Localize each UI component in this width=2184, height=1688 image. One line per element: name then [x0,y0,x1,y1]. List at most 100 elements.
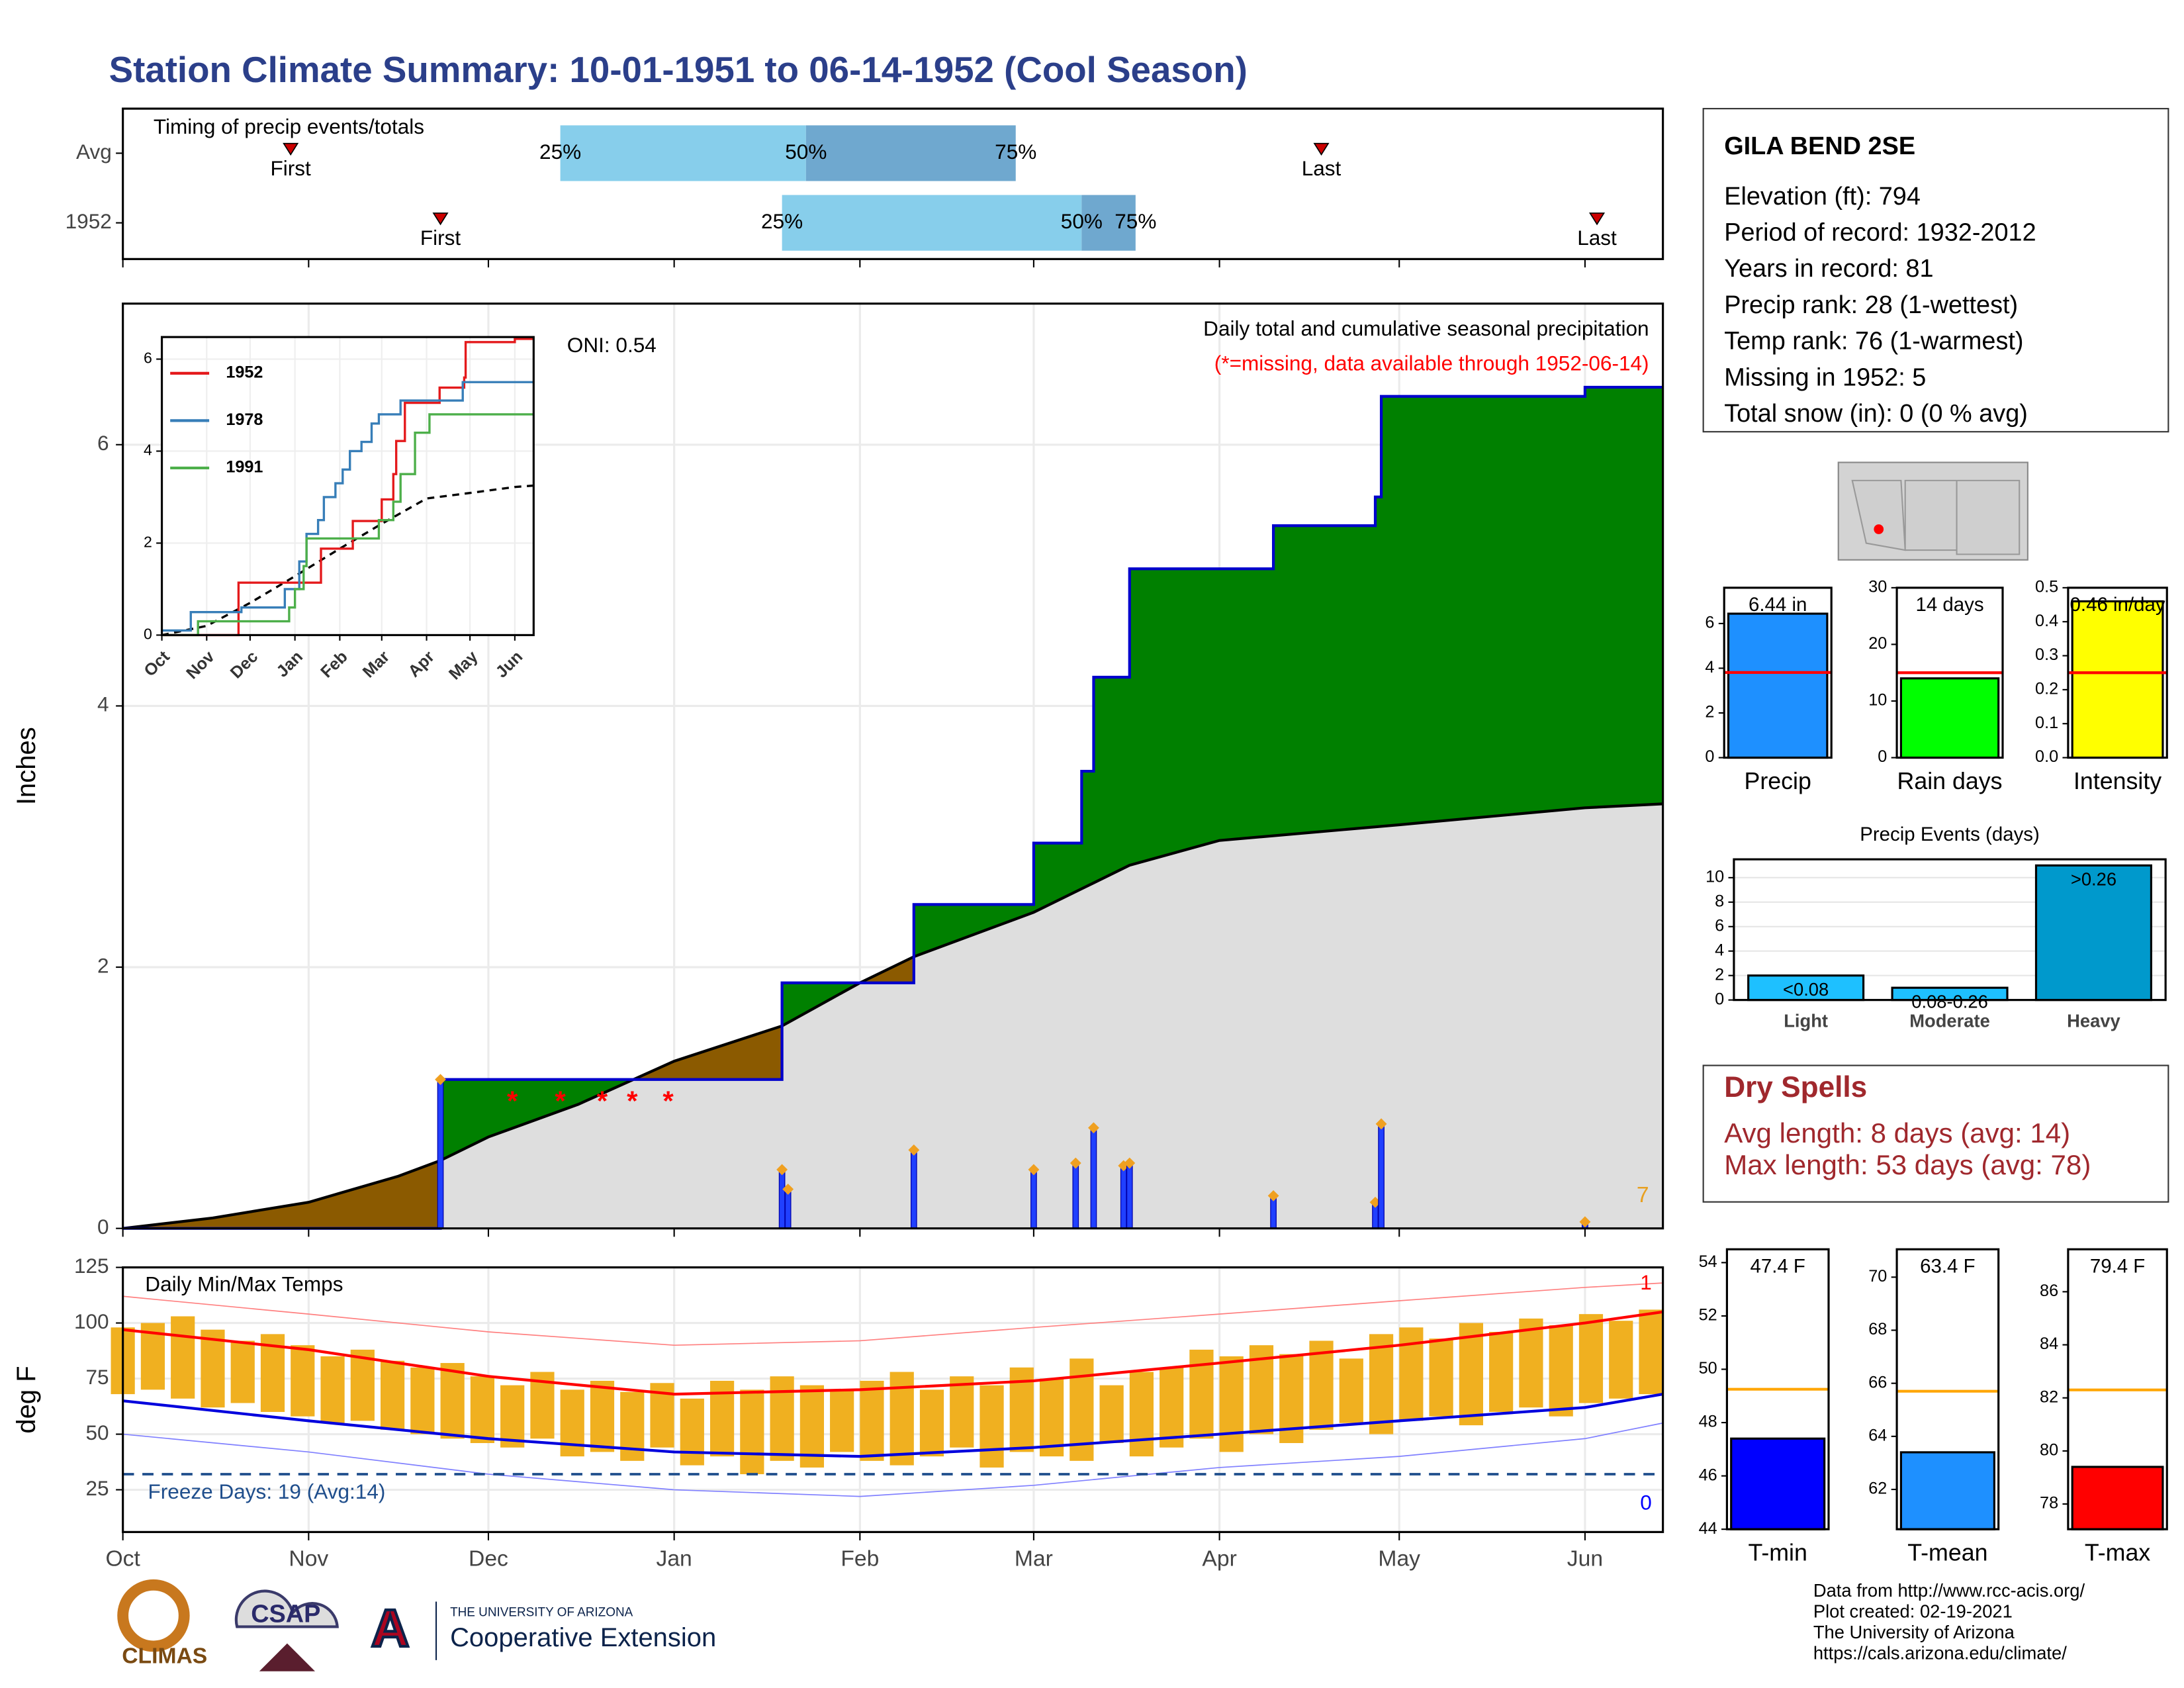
daily-bar [1120,1165,1127,1229]
y-tick-label: 6 [97,431,109,455]
daily-bar [778,1169,786,1229]
series-line [161,381,534,632]
legend-label: 1991 [226,458,263,477]
station-line: Elevation (ft): 794 [1724,183,1921,211]
event-label: First [271,156,312,180]
station-line: Temp rank: 76 (1-warmest) [1724,328,2023,355]
y-tick-label: 0 [1878,747,1887,766]
y-tick-label: 0 [97,1215,109,1239]
x-tick-label: Mar [1015,1546,1053,1571]
inset-bg [161,337,534,635]
quartile-bar [1081,195,1136,251]
category-label: Precip [1745,768,1811,794]
value-label: <0.08 [1783,979,1829,1000]
category-label: T-max [2085,1539,2150,1566]
daily-bar [1090,1127,1097,1229]
quartile-bar [560,125,806,181]
y-tick-label: 86 [2040,1282,2058,1300]
bar [2071,1466,2164,1530]
extension-text: Cooperative Extension [450,1623,716,1652]
x-tick-label: Apr [1202,1546,1236,1571]
daily-top [1579,1216,1591,1228]
y-tick-label: 0.4 [2035,612,2058,630]
footer-line: The University of Arizona [1813,1622,2015,1642]
bar [1727,612,1829,759]
y-tick-label: 8 [1715,892,1724,910]
temp-line [122,1310,1663,1396]
y-tick-label: 6 [1715,916,1724,935]
csap-text: CSAP [251,1601,320,1628]
missing-marker: * [627,1085,638,1116]
dry-line: Avg length: 8 days (avg: 14) [1724,1117,2070,1149]
bar-frame [1723,586,1833,759]
category-label: Heavy [2067,1011,2120,1031]
x-tick-label: Jan [657,1546,692,1571]
missing-marker: * [662,1085,674,1116]
y-tick-label: 20 [1868,634,1887,653]
temp-bar [291,1345,315,1417]
missing-marker: * [597,1085,608,1116]
value-label: 47.4 F [1750,1255,1805,1277]
map-station [1874,524,1884,534]
y-tick-label: 2 [97,953,109,977]
daily-top [776,1164,788,1176]
y-tick-label: 4 [1705,658,1714,677]
daily-top [1069,1157,1081,1169]
y-tick-label: 50 [86,1421,109,1444]
daily-bar [1378,1123,1385,1229]
x-tick-label: Jun [1567,1546,1603,1571]
temp-bar [230,1340,255,1403]
station-line: Missing in 1952: 5 [1724,363,1926,391]
y-tick-label: 78 [2040,1494,2058,1513]
temp-bar [1369,1334,1394,1434]
quartile-label: 75% [995,140,1036,164]
temp-frame [122,1266,1664,1533]
x-tick-label: Dec [469,1546,508,1571]
bar-frame [2067,1248,2168,1530]
daily-top [908,1144,920,1156]
missing-marker: * [555,1085,566,1116]
temp-bar [770,1376,794,1461]
category-label: T-min [1749,1539,1807,1566]
climas-logo [117,1579,190,1652]
temp-line [122,1422,1663,1497]
temp-bar [590,1380,615,1452]
value-label: 6.44 in [1749,594,1807,616]
daily-top [1375,1118,1387,1130]
y-tick-label: 0.1 [2035,714,2058,732]
station-line: Years in record: 81 [1724,255,1933,283]
event-marker [432,212,449,226]
average-line [161,484,534,637]
y-tick-label: 75 [86,1365,109,1389]
y-tick-label: 0 [1705,747,1714,766]
temp-bar [680,1398,704,1466]
temp-line [122,1282,1663,1346]
quartile-bar [805,125,1016,181]
temp-bar [320,1356,345,1423]
temp-bar [1578,1314,1604,1403]
temp-bar [470,1376,495,1443]
temp-line [122,1393,1663,1458]
logos: CLIMAS CSAP A THE UNIVERSITY OF ARIZONA … [117,1579,716,1671]
dry-title: Dry Spells [1724,1071,1867,1103]
y-tick-label: 44 [1699,1519,1717,1538]
y-tick-label: 4 [144,442,152,459]
y-tick-label: 64 [1868,1427,1887,1445]
max-count: 1 [1640,1270,1652,1294]
event-label: First [420,226,461,250]
precip-frame [122,303,1664,1230]
y-tick-label: 0.2 [2035,680,2058,698]
daily-bar [910,1149,917,1229]
bar-frame [2067,586,2168,759]
daily-top [1267,1190,1279,1201]
temp-bar [1160,1367,1184,1448]
y-tick-label: 68 [1868,1320,1887,1338]
y-tick-label: 80 [2040,1441,2058,1460]
temp-bar [1639,1309,1663,1395]
y-tick-label: 10 [1706,868,1724,886]
y-tick-label: 84 [2040,1335,2058,1353]
series-line [161,338,534,637]
footer-line: Data from http://www.rcc-acis.org/ [1813,1580,2085,1601]
map [1837,461,2028,561]
